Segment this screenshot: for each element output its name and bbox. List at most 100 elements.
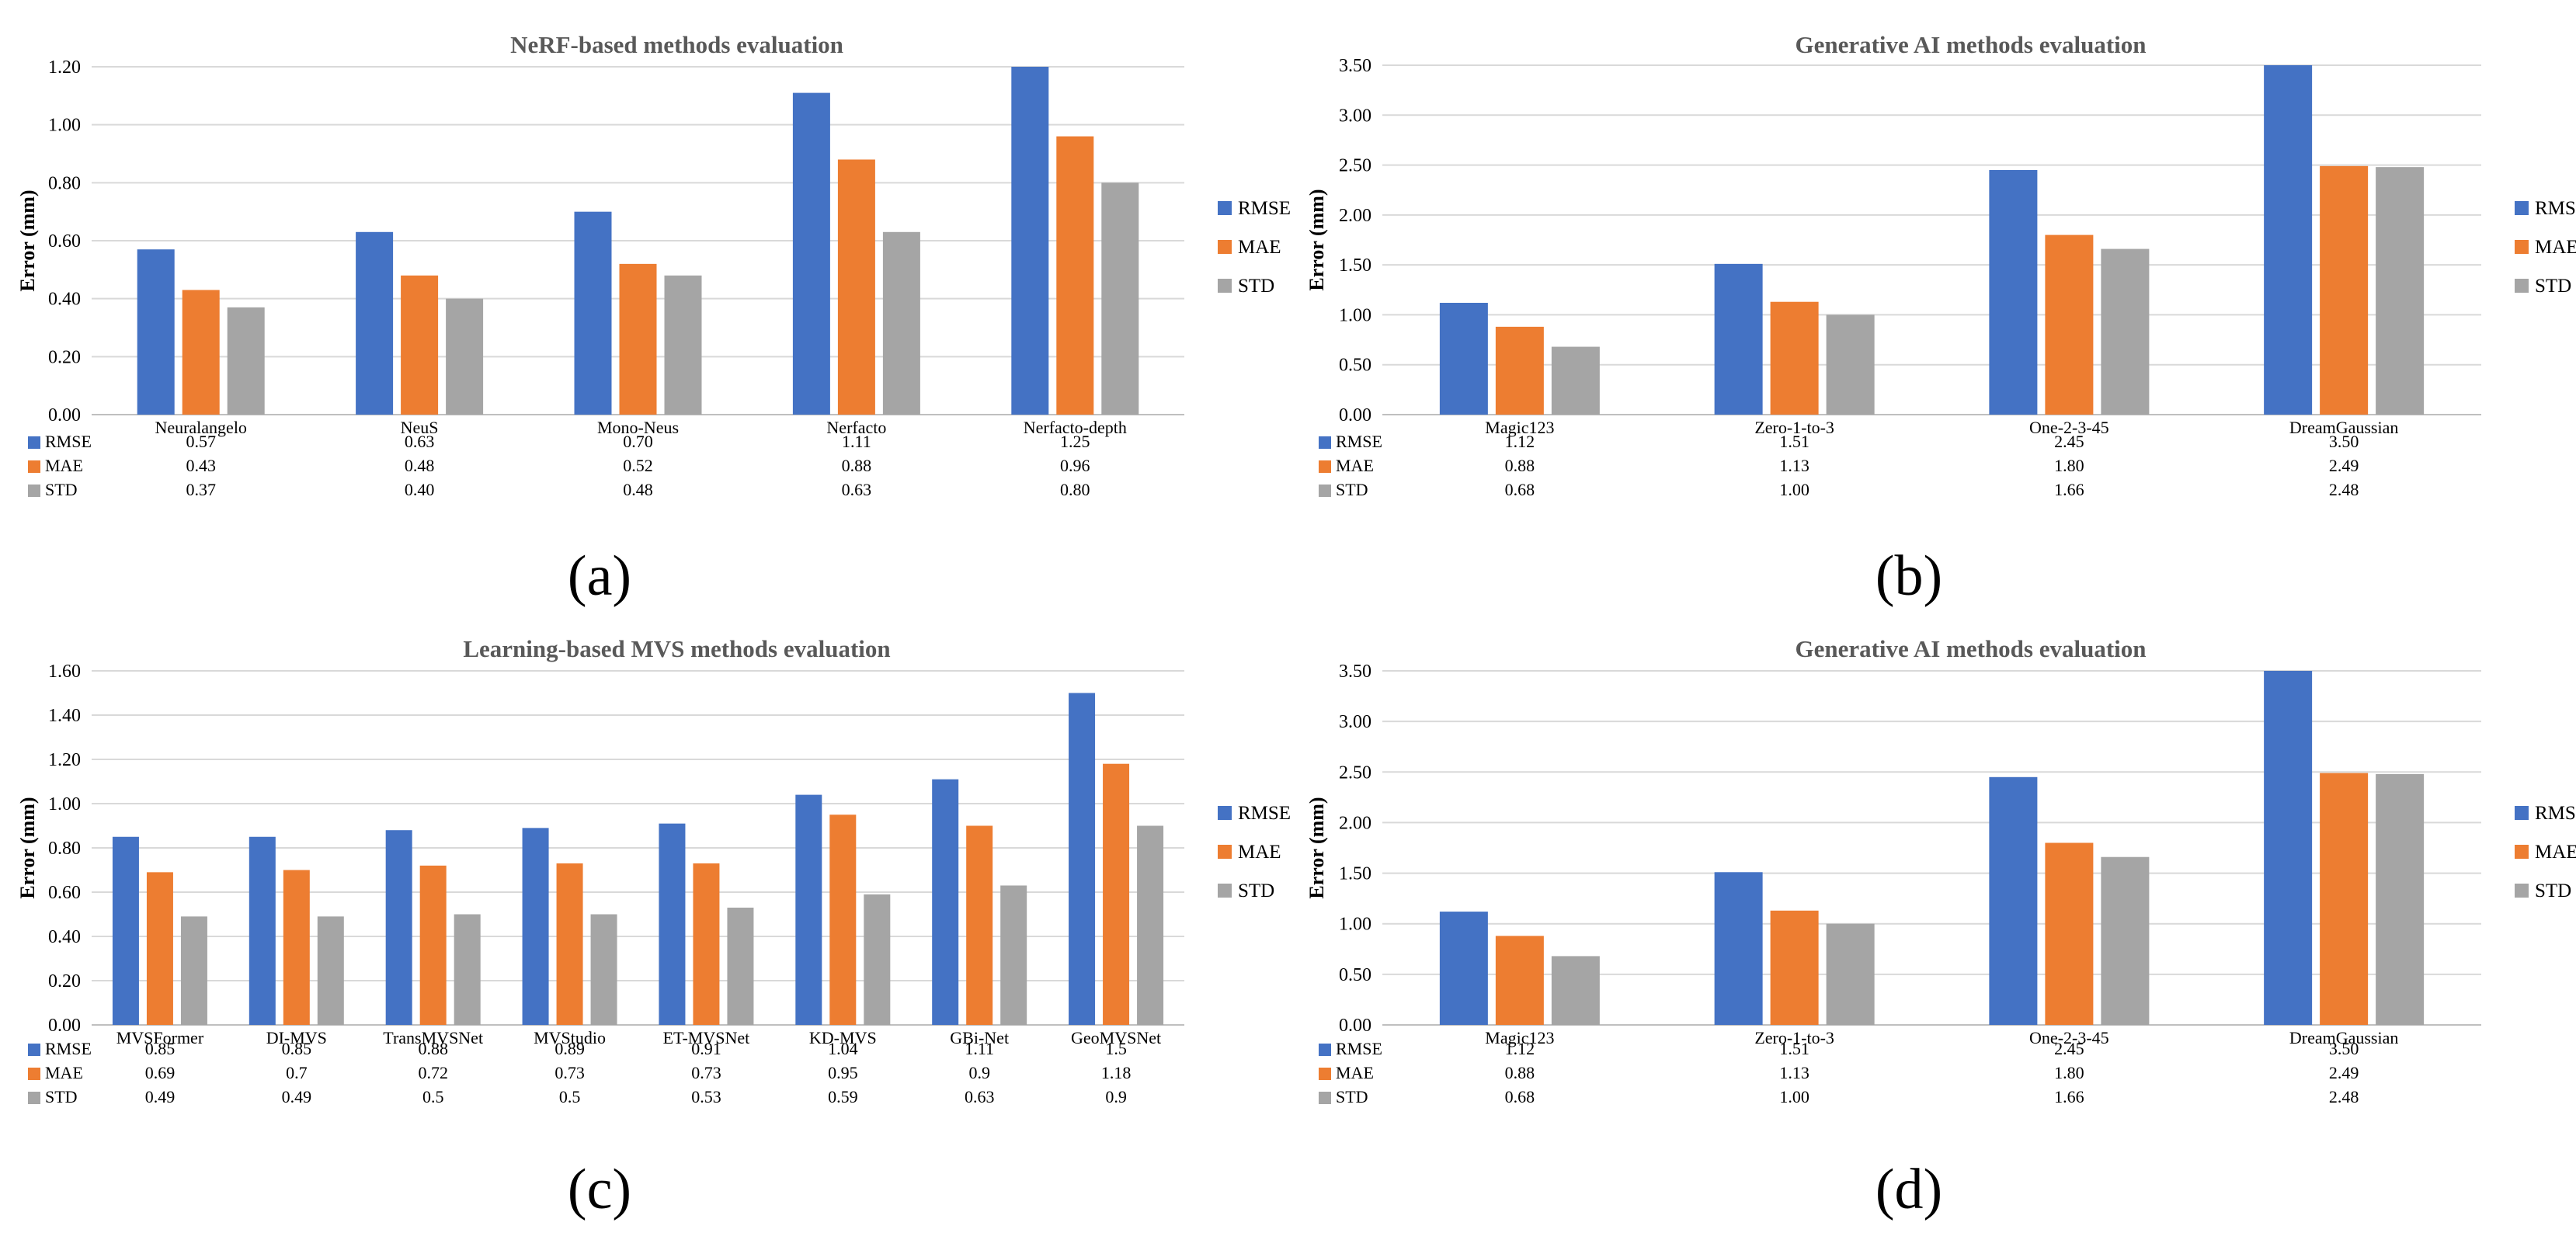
chart-c-legend-label: STD: [1238, 881, 1274, 901]
chart-b-bar-rmse: [1714, 263, 1763, 415]
chart-c-table-series-label: RMSE: [45, 1039, 92, 1058]
chart-d-bar-mae: [1770, 910, 1819, 1025]
chart-d-data-label: 1.51: [1779, 1039, 1809, 1058]
chart-b-bar-std: [1826, 314, 1875, 415]
chart-c-y-tick-label: 0.00: [48, 1016, 81, 1036]
chart-c-bar-std: [180, 916, 207, 1025]
chart-b-data-label: 3.50: [2329, 432, 2359, 451]
chart-b-bar-mae: [1495, 326, 1544, 415]
chart-a-x-tick-label: Mono-Neus: [597, 418, 679, 437]
chart-c-table-series-label: MAE: [45, 1063, 83, 1082]
chart-c-bar-rmse: [659, 823, 686, 1025]
chart-c-y-tick-label: 0.80: [48, 839, 81, 859]
chart-c-y-tick-label: 1.20: [48, 750, 81, 770]
chart-a-y-tick-label: 0.20: [48, 347, 81, 367]
chart-d-bar-std: [1551, 956, 1600, 1025]
chart-c-x-tick-label: ET-MVSNet: [663, 1028, 750, 1047]
chart-d-bar-rmse: [1989, 776, 2038, 1025]
chart-a-y-tick-label: 0.60: [48, 231, 81, 252]
chart-d-data-label: 1.12: [1505, 1039, 1535, 1058]
chart-b-svg: Generative AI methods evaluation 0.00 0.50…: [1305, 31, 2576, 499]
panel-label-b: (b): [1875, 544, 1943, 608]
chart-c-x-tick-label: MVStudio: [534, 1028, 606, 1047]
chart-d-data-label: 0.88: [1505, 1063, 1535, 1082]
chart-c-data-label: 0.5: [559, 1087, 581, 1106]
chart-c-bar-std: [590, 914, 617, 1025]
chart-c-bar-mae: [966, 825, 993, 1025]
chart-a-bar-rmse: [1011, 67, 1049, 415]
chart-a-legend-label: STD: [1238, 276, 1274, 297]
chart-a-table-key-rmse: [28, 436, 40, 449]
chart-b-bar-rmse: [2264, 65, 2313, 415]
chart-c-bar-rmse: [1069, 693, 1096, 1025]
chart-d-bar-rmse: [2264, 671, 2313, 1025]
chart-a-table-key-mae: [28, 460, 40, 473]
chart-d-x-tick-label: One-2-3-45: [2029, 1028, 2109, 1047]
chart-a-bar-std: [664, 275, 702, 415]
chart-d-bar-mae: [2320, 773, 2369, 1025]
chart-b-y-tick-label: 3.00: [1339, 106, 1371, 126]
chart-d-data-label: 1.66: [2054, 1087, 2084, 1106]
chart-b-table-series-label: RMSE: [1336, 432, 1382, 451]
chart-a-data-label: 0.96: [1060, 456, 1090, 475]
chart-c-bar-mae: [556, 863, 583, 1025]
chart-b-table-key-mae: [1319, 460, 1331, 473]
chart-a-data-label: 0.43: [186, 456, 216, 475]
chart-d-legend-label: MAE: [2535, 842, 2576, 863]
chart-b-data-label: 2.48: [2329, 480, 2359, 499]
chart-a-data-label: 0.63: [405, 432, 435, 451]
chart-a-bar-std: [446, 298, 484, 415]
chart-c-bar-mae: [1103, 763, 1130, 1025]
chart-a-legend-swatch-rmse: [1218, 201, 1232, 215]
chart-c-svg: Learning-based MVS methods evaluation 0.0…: [16, 635, 1291, 1106]
chart-b-data-label: 1.80: [2054, 456, 2084, 475]
chart-a-y-tick-label: 0.00: [48, 405, 81, 425]
chart-c-data-label: 0.9: [968, 1063, 990, 1082]
chart-a-bar-mae: [619, 263, 657, 415]
chart-b-bar-rmse: [1989, 170, 2038, 415]
chart-b-bar-rmse: [1439, 303, 1488, 415]
chart-panel-d: Generative AI methods evaluation 0.00 0.50…: [1289, 621, 2576, 1106]
chart-c-y-tick-label: 1.60: [48, 662, 81, 682]
chart-b-table-series-label: STD: [1336, 480, 1368, 499]
chart-b-bar-mae: [2045, 234, 2094, 415]
chart-a-legend-label: MAE: [1238, 237, 1281, 258]
chart-b-legend-label: RMSE: [2535, 198, 2576, 219]
chart-d-legend-label: STD: [2535, 881, 2571, 901]
chart-c-data-label: 0.49: [282, 1087, 312, 1106]
chart-b-legend-swatch-rmse: [2515, 201, 2529, 215]
chart-a-data-label: 0.70: [623, 432, 653, 451]
chart-c-data-label: 0.73: [554, 1063, 585, 1082]
chart-c-bar-std: [454, 914, 481, 1025]
chart-b-data-label: 1.00: [1779, 480, 1809, 499]
chart-a-data-label: 0.57: [186, 432, 216, 451]
chart-d-bar-mae: [1495, 936, 1544, 1025]
chart-c-bar-mae: [283, 870, 310, 1025]
chart-d-x-tick-label: DreamGaussian: [2289, 1028, 2399, 1047]
chart-c-legend-label: MAE: [1238, 842, 1281, 863]
chart-a-bar-mae: [837, 159, 875, 415]
chart-c-bar-mae: [693, 863, 720, 1025]
chart-panel-c: Learning-based MVS methods evaluation 0.0…: [0, 621, 1291, 1106]
chart-d-y-axis-label: Error (mm): [1305, 797, 1328, 898]
chart-c-data-label: 0.59: [828, 1087, 858, 1106]
chart-a-svg: NeRF-based methods evaluation 0.00 0.20 0.4…: [16, 31, 1291, 499]
chart-c-table-key-rmse: [28, 1044, 40, 1056]
chart-b-data-label: 1.66: [2054, 480, 2084, 499]
chart-d-data-label: 1.80: [2054, 1063, 2084, 1082]
chart-a-bar-rmse: [574, 211, 612, 415]
chart-a-data-label: 0.40: [405, 480, 435, 499]
chart-c-bar-rmse: [522, 828, 549, 1025]
chart-d-bar-std: [2101, 856, 2150, 1025]
chart-b-y-tick-label: 2.00: [1339, 206, 1371, 226]
chart-b-data-label: 0.88: [1505, 456, 1535, 475]
panel-label-d: (d): [1875, 1158, 1943, 1221]
chart-b-x-tick-label: DreamGaussian: [2289, 418, 2399, 437]
chart-a-bar-rmse: [356, 231, 394, 415]
chart-c-data-label: 0.72: [418, 1063, 448, 1082]
chart-a-data-label: 1.11: [842, 432, 871, 451]
chart-c-x-tick-label: TransMVSNet: [383, 1028, 483, 1047]
chart-a-table-series-label: RMSE: [45, 432, 92, 451]
chart-a-legend-swatch-std: [1218, 279, 1232, 293]
